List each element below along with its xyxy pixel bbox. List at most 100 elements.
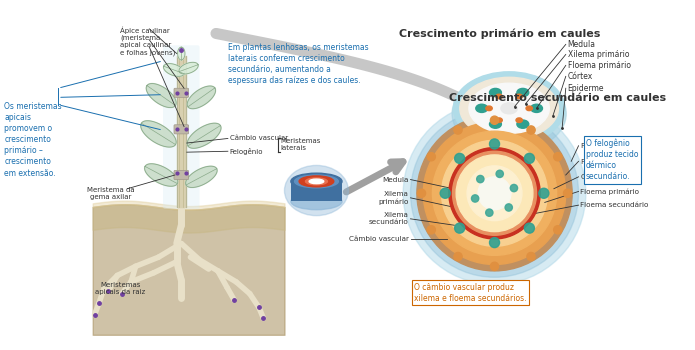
- Ellipse shape: [539, 188, 549, 198]
- Text: Ápice caulinar
(meristema
apical caulinar
e folhas jovens): Ápice caulinar (meristema apical caulina…: [120, 26, 175, 56]
- FancyBboxPatch shape: [174, 125, 188, 134]
- Ellipse shape: [489, 89, 501, 97]
- FancyBboxPatch shape: [174, 170, 188, 180]
- Ellipse shape: [471, 195, 479, 202]
- Text: Crescimento secundário em caules: Crescimento secundário em caules: [449, 93, 666, 103]
- Ellipse shape: [486, 209, 493, 216]
- Text: Epiderme: Epiderme: [568, 84, 604, 93]
- Ellipse shape: [517, 89, 529, 97]
- Ellipse shape: [295, 175, 338, 188]
- Ellipse shape: [284, 166, 348, 216]
- Ellipse shape: [491, 116, 498, 124]
- Text: Os meristemas
apicais
promovem o
crescimento
primário –
crescimento
em extensão.: Os meristemas apicais promovem o crescim…: [4, 102, 62, 177]
- Ellipse shape: [496, 118, 502, 122]
- Ellipse shape: [309, 179, 324, 184]
- Ellipse shape: [527, 126, 535, 134]
- Ellipse shape: [476, 104, 488, 112]
- Ellipse shape: [496, 94, 502, 99]
- Ellipse shape: [554, 226, 562, 234]
- Polygon shape: [178, 47, 185, 60]
- Polygon shape: [179, 62, 198, 74]
- Ellipse shape: [489, 139, 500, 149]
- Text: Córtex: Córtex: [580, 174, 604, 180]
- Ellipse shape: [530, 104, 543, 112]
- Text: O felogênio
produz tecido
dérmico
secundário.: O felogênio produz tecido dérmico secund…: [586, 139, 638, 181]
- Ellipse shape: [427, 153, 435, 161]
- Circle shape: [423, 122, 566, 265]
- Ellipse shape: [505, 204, 512, 211]
- Circle shape: [432, 131, 557, 256]
- Ellipse shape: [291, 193, 342, 210]
- Text: Periderme: Periderme: [580, 143, 617, 149]
- Text: Floema secundário: Floema secundário: [580, 202, 648, 208]
- Ellipse shape: [460, 77, 559, 139]
- Text: Em plantas lenhosas, os meristemas
laterais conferem crescimento
secundário, aum: Em plantas lenhosas, os meristemas later…: [228, 43, 368, 85]
- Ellipse shape: [517, 120, 529, 128]
- Ellipse shape: [516, 94, 523, 99]
- Circle shape: [478, 177, 511, 210]
- Text: Floema primário: Floema primário: [568, 61, 630, 70]
- Ellipse shape: [496, 170, 503, 177]
- Ellipse shape: [299, 176, 334, 187]
- FancyBboxPatch shape: [174, 88, 188, 97]
- Text: Floema primário: Floema primário: [580, 188, 639, 195]
- Text: Medula: Medula: [568, 40, 596, 49]
- Ellipse shape: [469, 83, 549, 133]
- Ellipse shape: [489, 120, 501, 128]
- Ellipse shape: [510, 184, 518, 192]
- Text: Córtex: Córtex: [568, 72, 593, 81]
- Circle shape: [403, 102, 586, 285]
- Polygon shape: [187, 123, 221, 148]
- Text: Felogênio: Felogênio: [580, 158, 615, 165]
- Text: Meristema da
gema axilar: Meristema da gema axilar: [87, 187, 135, 200]
- Circle shape: [467, 166, 522, 220]
- Text: Câmbio vascular: Câmbio vascular: [229, 135, 288, 141]
- Circle shape: [452, 151, 537, 235]
- Ellipse shape: [486, 106, 492, 111]
- Ellipse shape: [452, 75, 566, 153]
- Circle shape: [456, 155, 533, 232]
- Circle shape: [411, 109, 578, 277]
- Ellipse shape: [524, 153, 534, 163]
- Text: Meristemas
laterais: Meristemas laterais: [280, 138, 320, 151]
- Circle shape: [417, 116, 572, 271]
- Text: Xilema primário: Xilema primário: [568, 50, 629, 59]
- Ellipse shape: [516, 118, 523, 122]
- Ellipse shape: [418, 189, 425, 197]
- Ellipse shape: [524, 223, 534, 233]
- Text: Felogênio: Felogênio: [229, 148, 263, 155]
- Polygon shape: [145, 164, 178, 186]
- Text: Xilema
primário: Xilema primário: [378, 191, 409, 205]
- Ellipse shape: [453, 72, 565, 145]
- FancyBboxPatch shape: [291, 181, 342, 202]
- Ellipse shape: [455, 223, 465, 233]
- Ellipse shape: [454, 252, 462, 261]
- Text: Meristemas
apicais da raiz: Meristemas apicais da raiz: [95, 282, 145, 295]
- Ellipse shape: [454, 126, 462, 134]
- Ellipse shape: [291, 173, 342, 190]
- Ellipse shape: [501, 103, 517, 114]
- Ellipse shape: [491, 262, 498, 271]
- Polygon shape: [186, 166, 217, 188]
- Ellipse shape: [554, 153, 562, 161]
- FancyBboxPatch shape: [163, 45, 199, 209]
- Ellipse shape: [427, 226, 435, 234]
- Text: Crescimento primário em caules: Crescimento primário em caules: [400, 29, 600, 40]
- Text: Xilema
secundário: Xilema secundário: [369, 212, 409, 225]
- Polygon shape: [146, 84, 176, 107]
- Ellipse shape: [564, 189, 572, 197]
- Ellipse shape: [455, 153, 465, 163]
- Ellipse shape: [306, 178, 327, 185]
- Ellipse shape: [440, 188, 450, 198]
- Ellipse shape: [477, 175, 484, 183]
- Circle shape: [449, 148, 540, 239]
- Text: Medula: Medula: [382, 176, 409, 183]
- Polygon shape: [163, 64, 184, 76]
- Ellipse shape: [527, 252, 535, 261]
- Text: Câmbio vascular: Câmbio vascular: [349, 236, 409, 242]
- Text: O câmbio vascular produz
xilema e floema secundários.: O câmbio vascular produz xilema e floema…: [414, 283, 527, 303]
- Polygon shape: [141, 121, 176, 147]
- Ellipse shape: [489, 238, 500, 247]
- Circle shape: [441, 140, 548, 246]
- Ellipse shape: [526, 106, 532, 111]
